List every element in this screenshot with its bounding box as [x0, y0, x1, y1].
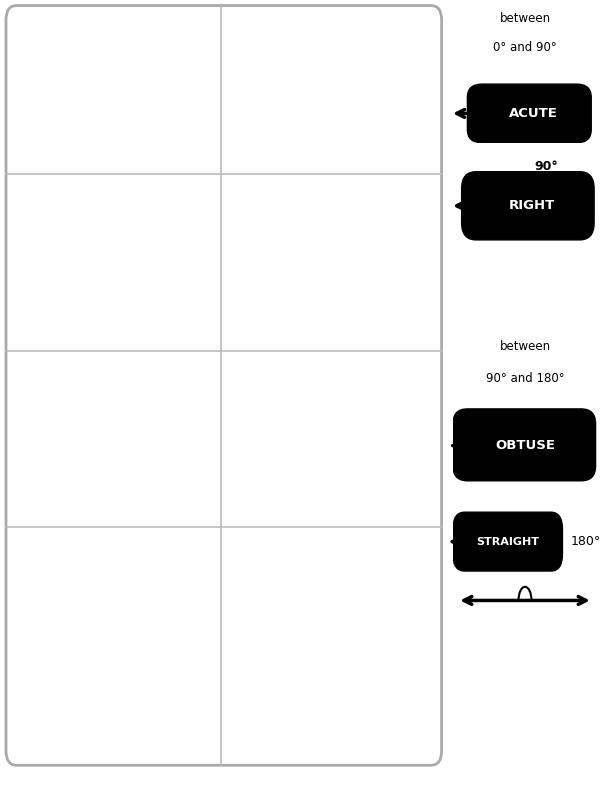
Text: Angle:: Angle:: [16, 738, 56, 749]
FancyBboxPatch shape: [453, 409, 596, 481]
Text: ACUTE: ACUTE: [509, 107, 558, 120]
FancyBboxPatch shape: [467, 84, 591, 143]
Text: RIGHT: RIGHT: [509, 199, 556, 213]
FancyBboxPatch shape: [461, 172, 594, 240]
Ellipse shape: [14, 24, 203, 155]
Circle shape: [68, 75, 123, 114]
FancyBboxPatch shape: [453, 512, 562, 571]
Bar: [53, 656, 68, 672]
Text: STRAIGHT: STRAIGHT: [476, 537, 539, 546]
Text: OBTUSE: OBTUSE: [495, 439, 555, 452]
Text: Angle:: Angle:: [232, 505, 272, 515]
Text: Angle:: Angle:: [232, 738, 272, 749]
Bar: [361, 285, 379, 299]
Text: the seven angles below.: the seven angles below.: [11, 174, 153, 186]
Text: 90° and 180°: 90° and 180°: [485, 372, 565, 385]
Text: Angle:: Angle:: [232, 155, 272, 165]
Text: 0° and 90°: 0° and 90°: [493, 41, 557, 55]
Text: 130°: 130°: [64, 427, 98, 441]
Text: 90°: 90°: [58, 702, 83, 716]
Text: between: between: [499, 12, 551, 25]
Text: 155°: 155°: [357, 65, 391, 79]
Text: 45°: 45°: [60, 263, 85, 278]
Text: DIRECTIONS:: DIRECTIONS:: [11, 149, 97, 162]
Text: between: between: [499, 340, 551, 353]
Text: 180°: 180°: [349, 413, 382, 427]
Circle shape: [94, 81, 113, 94]
Polygon shape: [95, 102, 186, 122]
Text: DEGREES: DEGREES: [144, 109, 198, 120]
Text: Angle:: Angle:: [16, 505, 56, 515]
Text: 90°: 90°: [385, 280, 410, 294]
Text: 20°: 20°: [331, 644, 356, 658]
Text: Angle:: Angle:: [16, 330, 56, 339]
Text: 180°: 180°: [571, 535, 600, 548]
Text: NAMES: NAMES: [20, 90, 62, 100]
Text: Angle:: Angle:: [232, 330, 272, 339]
Text: AND: AND: [129, 84, 154, 94]
Text: Identify and label: Identify and label: [94, 149, 197, 162]
Text: ANGLES: ANGLES: [44, 33, 181, 61]
Circle shape: [77, 81, 97, 94]
Text: 90°: 90°: [535, 159, 559, 173]
